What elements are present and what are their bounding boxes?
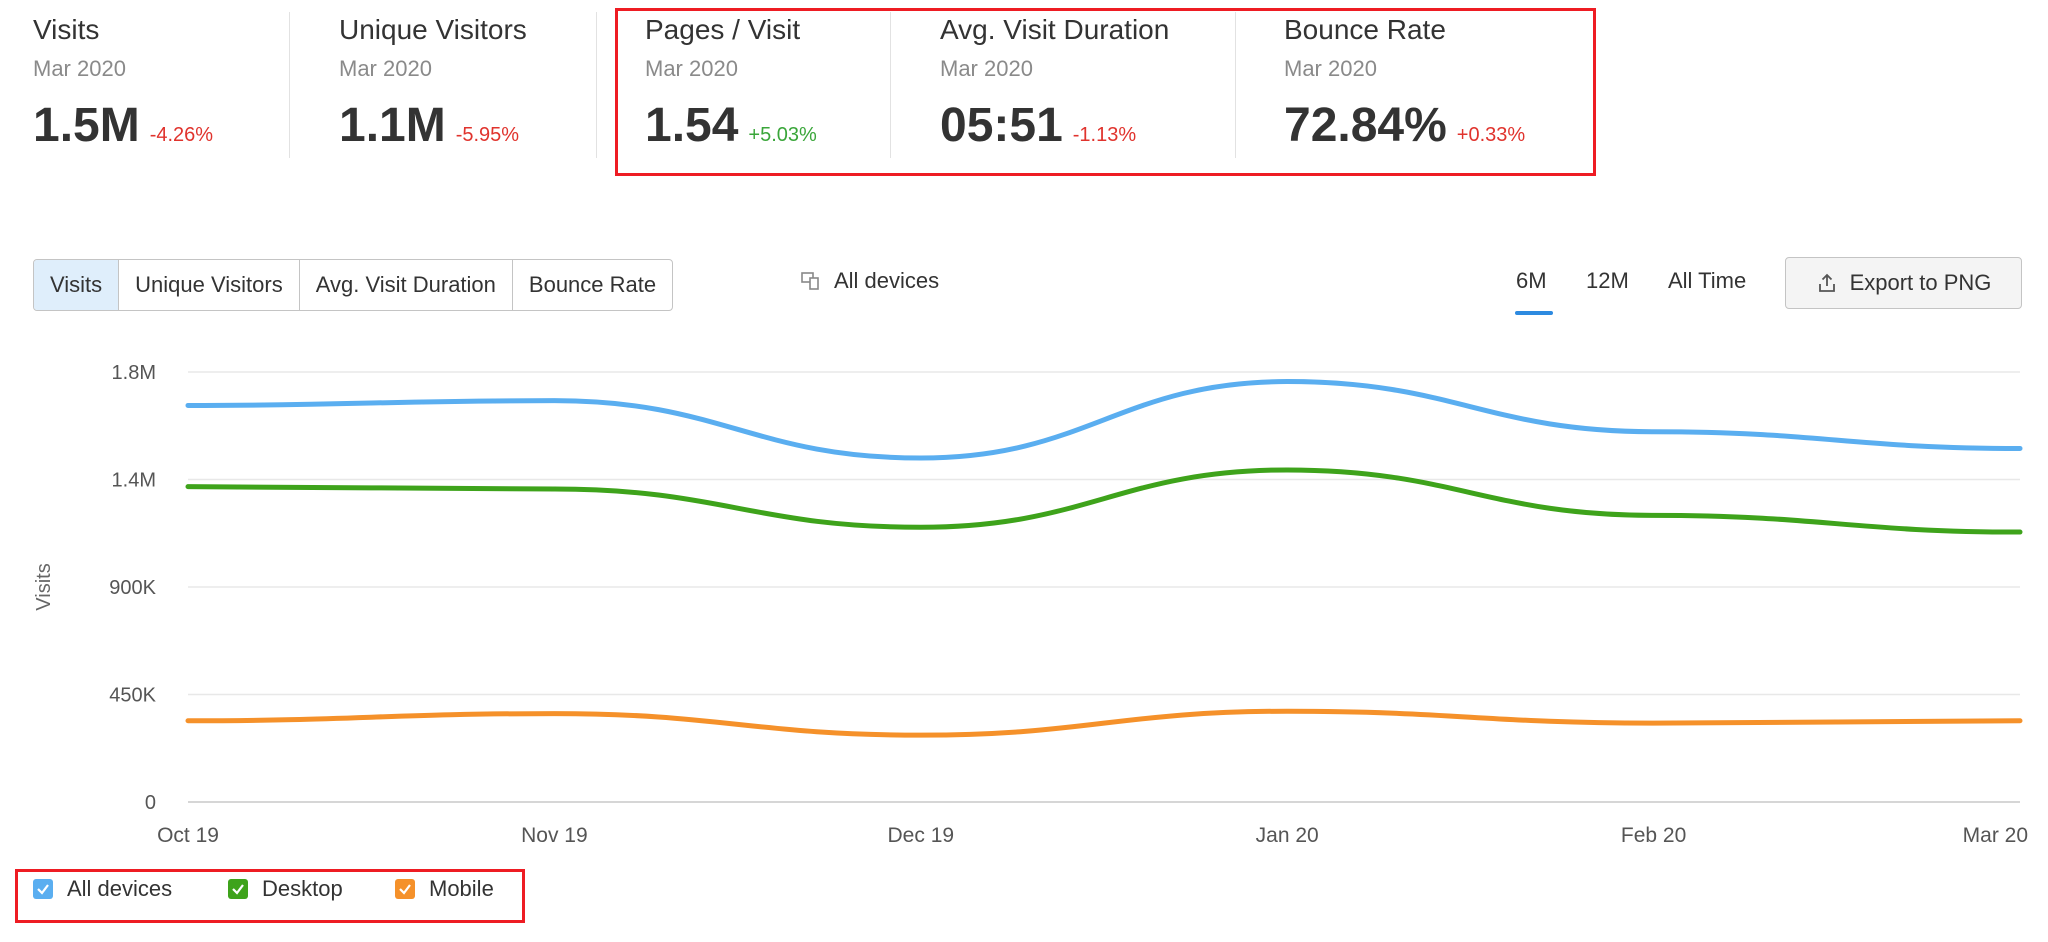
x-tick-label: Nov 19 bbox=[521, 824, 588, 847]
tab-unique-visitors[interactable]: Unique Visitors bbox=[119, 260, 300, 310]
metric-period: Mar 2020 bbox=[33, 56, 126, 81]
tab-visits[interactable]: Visits bbox=[34, 260, 120, 310]
checkbox-checked-icon[interactable] bbox=[33, 879, 53, 899]
metric-bounce-rate: Bounce Rate Mar 2020 72.84% +0.33% bbox=[1284, 14, 1525, 153]
x-tick-label: Feb 20 bbox=[1621, 824, 1686, 847]
checkbox-checked-icon[interactable] bbox=[395, 879, 415, 899]
metric-title: Avg. Visit Duration bbox=[940, 14, 1170, 45]
metric-pages-per-visit: Pages / Visit Mar 2020 1.54 +5.03% bbox=[645, 14, 817, 153]
metric-delta: -4.26% bbox=[149, 124, 214, 146]
metric-value: 1.5M bbox=[33, 99, 140, 152]
y-tick-label: 1.8M bbox=[112, 362, 156, 384]
legend-label: All devices bbox=[67, 876, 173, 901]
metric-value: 1.54 bbox=[645, 99, 739, 152]
device-filter[interactable]: All devices bbox=[800, 268, 939, 294]
export-label: Export to PNG bbox=[1849, 270, 1992, 295]
range-12m[interactable]: 12M bbox=[1586, 268, 1629, 293]
metric-divider bbox=[289, 12, 290, 158]
series-line-all-devices[interactable] bbox=[185, 379, 2023, 461]
metric-divider bbox=[890, 12, 891, 158]
legend-label: Desktop bbox=[262, 876, 343, 901]
y-tick-label: 1.4M bbox=[112, 470, 156, 492]
x-tick-label: Dec 19 bbox=[888, 824, 955, 847]
checkbox-checked-icon[interactable] bbox=[228, 879, 248, 899]
metric-period: Mar 2020 bbox=[1284, 56, 1377, 81]
metric-avg-visit-duration: Avg. Visit Duration Mar 2020 05:51 -1.13% bbox=[940, 14, 1169, 153]
metric-title: Unique Visitors bbox=[339, 14, 527, 45]
metric-delta: -1.13% bbox=[1072, 124, 1137, 146]
legend-item-mobile[interactable]: Mobile bbox=[395, 876, 494, 902]
highlight-box-legend bbox=[15, 869, 525, 923]
x-tick-label: Oct 19 bbox=[157, 824, 219, 847]
visits-line-chart: 0 450K 900K 1.4M 1.8M Visits Oct 19 Nov 19 Dec 1… bbox=[33, 362, 2028, 847]
device-filter-label: All devices bbox=[834, 268, 940, 293]
y-tick-label: 900K bbox=[109, 577, 156, 599]
metric-divider bbox=[596, 12, 597, 158]
metric-period: Mar 2020 bbox=[940, 56, 1033, 81]
series-line-mobile[interactable] bbox=[185, 708, 2023, 738]
metric-delta: +0.33% bbox=[1456, 124, 1526, 146]
metric-value: 1.1M bbox=[339, 99, 446, 152]
metric-delta: -5.95% bbox=[455, 124, 520, 146]
tab-bounce-rate[interactable]: Bounce Rate bbox=[528, 272, 657, 297]
highlight-box-metrics bbox=[615, 8, 1596, 176]
metric-title: Visits bbox=[33, 14, 100, 45]
metric-title: Bounce Rate bbox=[1284, 14, 1446, 45]
range-all-time[interactable]: All Time bbox=[1668, 268, 1747, 293]
metric-value: 05:51 bbox=[940, 99, 1063, 152]
metric-period: Mar 2020 bbox=[339, 56, 432, 81]
metric-tab-group: Visits Unique Visitors Avg. Visit Durati… bbox=[33, 259, 674, 311]
series-line-desktop[interactable] bbox=[185, 467, 2023, 535]
metric-period: Mar 2020 bbox=[645, 56, 738, 81]
range-active-indicator bbox=[1515, 311, 1553, 315]
metric-visits: Visits Mar 2020 1.5M -4.26% bbox=[33, 14, 213, 153]
tab-avg-visit-duration[interactable]: Avg. Visit Duration bbox=[300, 260, 513, 310]
range-6m[interactable]: 6M bbox=[1516, 268, 1547, 293]
x-tick-label: Jan 20 bbox=[1256, 824, 1319, 847]
y-axis-label: Visits bbox=[33, 563, 55, 610]
y-tick-label: 450K bbox=[109, 685, 156, 707]
metric-delta: +5.03% bbox=[748, 124, 817, 146]
export-png-button[interactable]: Export to PNG bbox=[1785, 257, 2022, 309]
y-tick-label: 0 bbox=[145, 792, 156, 814]
x-tick-label: Mar 20 bbox=[1963, 824, 2028, 847]
legend-item-desktop[interactable]: Desktop bbox=[228, 876, 343, 902]
metric-title: Pages / Visit bbox=[645, 14, 801, 45]
export-icon bbox=[1816, 272, 1838, 294]
legend-item-all-devices[interactable]: All devices bbox=[33, 876, 172, 902]
metric-divider bbox=[1235, 12, 1236, 158]
devices-icon bbox=[800, 270, 822, 292]
legend-label: Mobile bbox=[429, 876, 494, 901]
metric-unique-visitors: Unique Visitors Mar 2020 1.1M -5.95% bbox=[339, 14, 527, 153]
metric-value: 72.84% bbox=[1284, 99, 1447, 152]
